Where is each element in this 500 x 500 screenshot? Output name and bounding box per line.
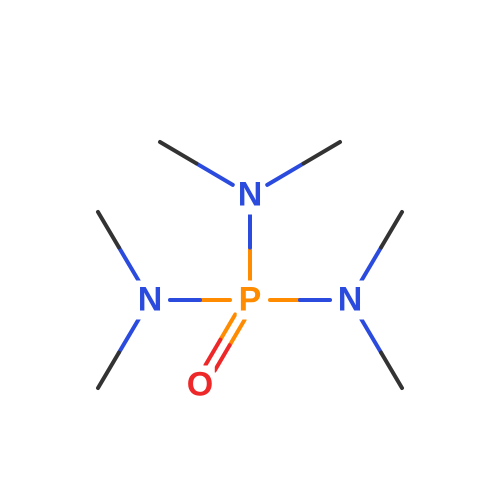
bond-layer (0, 0, 500, 500)
atom-P: P (237, 281, 264, 320)
molecule-canvas: P O N N N (0, 0, 500, 500)
atom-N3: N (336, 281, 365, 320)
atom-N1: N (236, 176, 265, 215)
atom-O: O (185, 366, 215, 405)
atom-N2: N (136, 281, 165, 320)
